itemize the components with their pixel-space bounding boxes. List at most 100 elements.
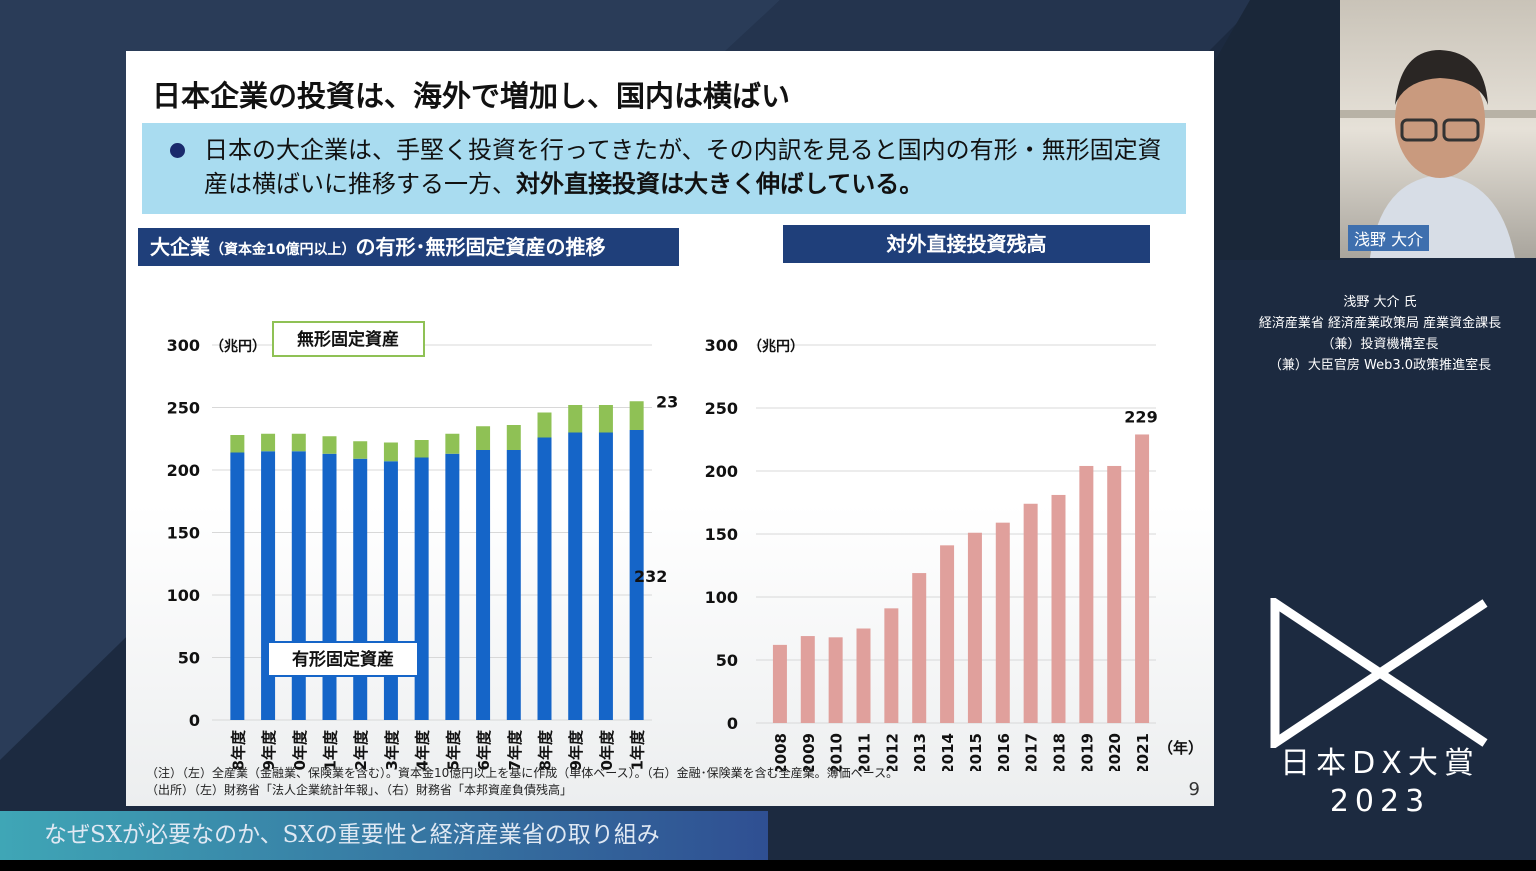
dx-logo-mark: [1270, 598, 1488, 748]
x-tick-label: 2015: [967, 733, 985, 771]
y-tick-label: 300: [705, 336, 738, 355]
intangible-bar: [322, 436, 337, 454]
data-label-tangible: 232: [634, 567, 667, 586]
x-tick-label: 2014: [939, 733, 957, 771]
y-unit-label: （兆円）: [210, 339, 266, 355]
event-logo-text: 日本DX大賞 2023: [1280, 745, 1480, 821]
x-tick-label: 2020: [1106, 733, 1124, 771]
x-tick-label: 2008: [772, 733, 790, 771]
investment-bar: [1079, 465, 1094, 723]
x-tick-label: 2008年度: [229, 729, 247, 771]
legend-intangible: 無形固定資産: [297, 329, 399, 350]
event-logo-line1: 日本DX大賞: [1280, 746, 1480, 781]
heading-main: 大企業: [150, 235, 210, 259]
investment-bar: [1135, 434, 1150, 723]
webcam-name-tag: 浅野 大介: [1348, 225, 1430, 251]
right-chart-heading: 対外直接投資残高: [783, 225, 1150, 263]
tangible-bar: [230, 452, 245, 720]
investment-bar: [800, 636, 815, 723]
x-tick-label: 2021年度: [629, 729, 647, 771]
x-tick-label: 2010年度: [291, 729, 309, 771]
left-chart: 0 50 100 150 200 250 300 （兆円） 2008年度 2009年度 2010年度…: [167, 321, 678, 771]
intangible-bar: [598, 405, 613, 433]
footnote: （注）（左）全産業（金融業、保険業を含む）。資本金10億円以上を基に作成（単体ベ…: [146, 765, 898, 799]
data-label-intangible: 23: [656, 392, 678, 411]
tangible-bar: [414, 457, 429, 720]
y-tick-label: 200: [705, 462, 738, 481]
x-tick-label: 2011: [856, 733, 874, 771]
intangible-bar: [353, 441, 368, 459]
y-tick-label: 150: [705, 525, 738, 544]
tangible-bar: [291, 451, 306, 720]
x-tick-label: 2021: [1134, 733, 1152, 771]
investment-bar: [856, 628, 871, 723]
investment-bar: [1051, 494, 1066, 723]
investment-bar: [912, 573, 927, 723]
x-tick-label: 2012年度: [352, 729, 370, 771]
speaker-webcam: [1340, 0, 1536, 258]
investment-bar: [1107, 465, 1122, 723]
tangible-bar: [598, 432, 613, 720]
data-label-last: 229: [1124, 407, 1157, 426]
intangible-bar: [506, 425, 521, 450]
legend-tangible: 有形固定資産: [292, 649, 394, 670]
y-tick-label: 250: [705, 399, 738, 418]
legend-box-tangible: [267, 641, 419, 677]
tangible-bar: [353, 458, 368, 720]
x-tick-label: 2020年度: [598, 729, 616, 771]
y-tick-label: 200: [167, 461, 200, 480]
slide-title: 日本企業の投資は、海外で増加し、国内は横ばい: [152, 79, 791, 113]
y-tick-label: 100: [167, 586, 200, 605]
x-tick-label: 2009: [800, 733, 818, 771]
bottom-bar: [0, 860, 1536, 871]
intangible-bar: [261, 433, 276, 452]
speaker-name: 浅野 大介 氏: [1343, 295, 1417, 310]
intangible-bar: [537, 412, 552, 438]
x-tick-label: 2019: [1078, 733, 1096, 771]
speaker-title-2: （兼）投資機構室長: [1321, 337, 1439, 352]
speaker-silhouette: [1340, 50, 1536, 258]
page-number: 9: [1188, 779, 1200, 800]
x-tick-label: 2015年度: [444, 729, 462, 771]
investment-bar: [1023, 503, 1038, 723]
y-tick-label: 0: [727, 714, 738, 733]
investment-bar: [828, 637, 843, 723]
y-tick-label: 50: [178, 649, 200, 668]
y-tick-label: 300: [167, 336, 200, 355]
investment-bar: [995, 522, 1010, 723]
x-axis-unit: （年）: [1158, 739, 1203, 757]
tangible-bar: [383, 461, 398, 720]
intangible-bar: [476, 426, 491, 450]
summary-text-bold: 対外直接投資は大きく伸ばしている。: [516, 170, 924, 198]
intangible-bar: [445, 433, 460, 454]
intangible-bar: [383, 442, 398, 462]
x-tick-label: 2016年度: [475, 729, 493, 771]
right-chart: 0 50 100 150 200 250 300 （兆円） 2008 2009 2010 2011 20…: [705, 336, 1203, 771]
investment-bar: [772, 644, 787, 723]
x-tick-label: 2009年度: [260, 729, 278, 771]
summary-text: 日本の大企業は、手堅く投資を行ってきたが、その内訳を見ると国内の有形・無形固定資…: [204, 133, 1174, 201]
x-tick-label: 2011年度: [322, 729, 340, 771]
y-tick-label: 150: [167, 524, 200, 543]
speaker-title-3: （兼）大臣官房 Web3.0政策推進室長: [1268, 358, 1492, 373]
investment-bar: [940, 545, 955, 723]
y-tick-label: 100: [705, 588, 738, 607]
x-tick-label: 2017: [1023, 733, 1041, 771]
left-chart-heading: 大企業（資本金10億円以上）の有形･無形固定資産の推移: [138, 228, 679, 266]
legend-box-intangible: [272, 321, 425, 357]
x-tick-label: 2012: [883, 733, 901, 771]
bullet-icon: [170, 143, 185, 158]
event-logo-line2: 2023: [1329, 784, 1431, 819]
x-tick-label: 2017年度: [506, 729, 524, 771]
y-unit-label: （兆円）: [748, 339, 804, 355]
y-tick-label: 0: [189, 711, 200, 730]
tangible-bar: [568, 432, 583, 720]
tangible-bar: [322, 453, 337, 720]
x-tick-label: 2010: [828, 733, 846, 771]
source-line: （出所）（左）財務省「法人企業統計年報」、（右）財務省「本邦資産負債残高」: [146, 783, 573, 797]
session-caption: なぜSXが必要なのか、SXの重要性と経済産業省の取り組み: [0, 811, 768, 860]
investment-bar: [967, 532, 982, 723]
intangible-bar: [291, 433, 306, 452]
intangible-bar: [414, 440, 429, 458]
heading-rest: の有形･無形固定資産の推移: [355, 235, 606, 259]
